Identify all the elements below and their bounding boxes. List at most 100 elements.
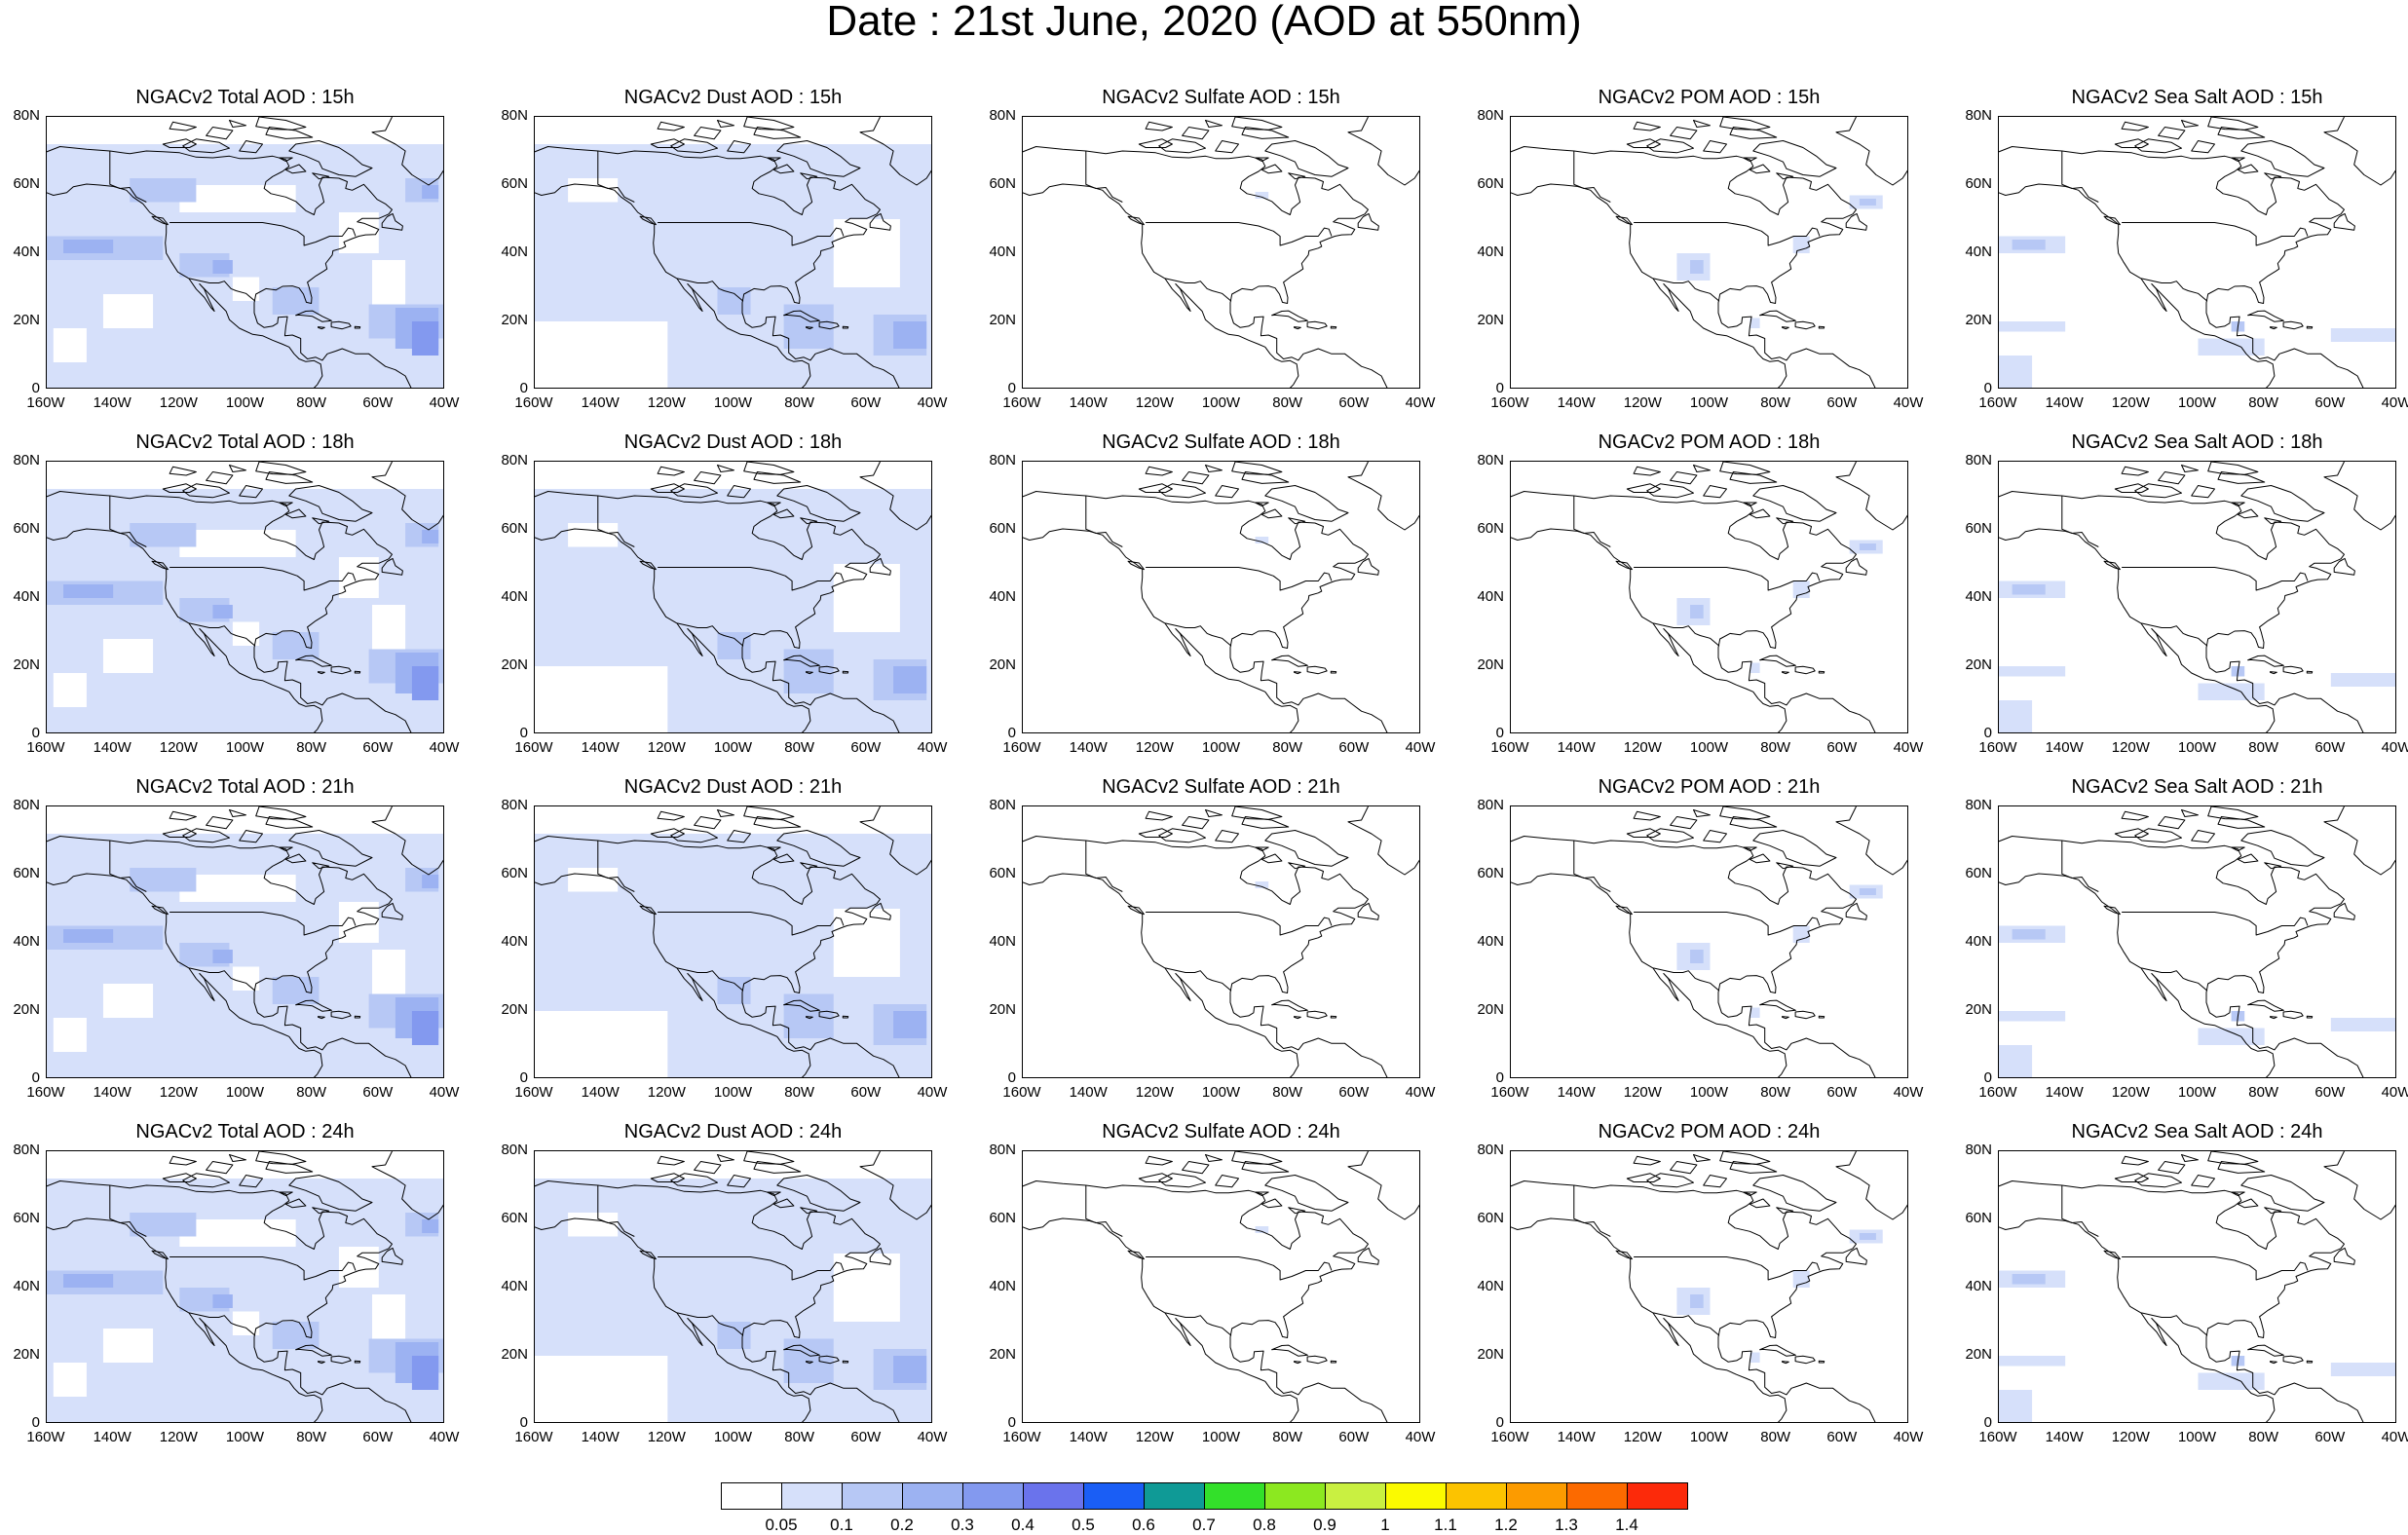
map-plot-area bbox=[1998, 805, 2396, 1078]
aod-fill bbox=[2012, 240, 2046, 250]
x-tick-label: 80W bbox=[1760, 394, 1791, 411]
island-outline bbox=[2270, 1016, 2277, 1020]
arctic-island-outline bbox=[2231, 1191, 2245, 1196]
us-canada-border bbox=[658, 222, 845, 246]
us-canada-border bbox=[2122, 1256, 2309, 1281]
arctic-island-outline bbox=[1255, 1191, 1269, 1196]
y-tick-label: 0 bbox=[1007, 1414, 1016, 1431]
x-tick-label: 120W bbox=[1623, 739, 1662, 756]
map-panel-seasalt: NGACv2 Sea Salt AOD : 18h 80N 60N 40N 20N 0 16… bbox=[1965, 431, 2408, 756]
aod-fill bbox=[535, 321, 652, 388]
island-outline bbox=[1294, 1361, 1301, 1365]
arctic-island-outline bbox=[2134, 483, 2182, 499]
map-plot-area bbox=[534, 461, 932, 733]
arctic-island-outline bbox=[727, 140, 751, 154]
y-tick-label: 0 bbox=[1007, 380, 1016, 396]
island-outline bbox=[1845, 212, 1867, 231]
aod-fill bbox=[2012, 1274, 2046, 1285]
arctic-island-outline bbox=[717, 120, 734, 128]
y-tick-label: 60N bbox=[1965, 520, 1992, 537]
aod-fill bbox=[53, 673, 87, 707]
y-tick-label: 80N bbox=[989, 1142, 1016, 1158]
island-outline bbox=[1330, 325, 1337, 329]
island-outline bbox=[1794, 1010, 1816, 1020]
arctic-island-outline bbox=[288, 485, 373, 522]
coastline bbox=[1511, 491, 1876, 732]
y-tick-label: 0 bbox=[1495, 1414, 1504, 1431]
aod-fill bbox=[568, 1213, 619, 1237]
island-outline bbox=[1330, 670, 1337, 674]
arctic-island-outline bbox=[239, 830, 263, 843]
arctic-island-outline bbox=[1626, 138, 1661, 148]
panel-title: NGACv2 Sea Salt AOD : 18h bbox=[2071, 431, 2323, 453]
aod-fill bbox=[2198, 1028, 2265, 1045]
y-tick-label: 0 bbox=[519, 1069, 528, 1086]
x-tick-label: 140W bbox=[581, 739, 620, 756]
arctic-island-outline bbox=[650, 138, 685, 148]
island-outline bbox=[818, 1010, 840, 1020]
arctic-island-outline bbox=[1749, 164, 1771, 174]
y-tick-label: 0 bbox=[1007, 1069, 1016, 1086]
x-tick-label: 120W bbox=[159, 739, 198, 756]
colorbar-label: 0.2 bbox=[890, 1516, 914, 1534]
arctic-island-outline bbox=[2237, 508, 2259, 519]
arctic-island-outline bbox=[206, 1161, 234, 1175]
aod-fill bbox=[2198, 1372, 2265, 1390]
arctic-island-outline bbox=[284, 853, 307, 864]
coastline bbox=[1023, 146, 1388, 388]
x-tick-label: 160W bbox=[1978, 1429, 2017, 1445]
map-panel-sulfate: NGACv2 Sulfate AOD : 18h 80N 60N 40N 20N 0 160… bbox=[989, 431, 1435, 756]
aod-fill bbox=[568, 178, 619, 203]
map-plot-area bbox=[1998, 1150, 2396, 1423]
arctic-island-outline bbox=[2207, 1151, 2259, 1165]
x-tick-label: 100W bbox=[1201, 394, 1241, 411]
island-outline bbox=[381, 1247, 403, 1265]
x-tick-label: 120W bbox=[1135, 739, 1174, 756]
aod-fill bbox=[1859, 1233, 1876, 1240]
coastline-greenland bbox=[2323, 117, 2395, 186]
map-panel-total: NGACv2 Total AOD : 24h 80N 60N 40N 20N 0 160W 1… bbox=[13, 1121, 459, 1445]
us-canada-border bbox=[1146, 567, 1333, 591]
y-tick-label: 60N bbox=[989, 1210, 1016, 1226]
panel-title: NGACv2 Sulfate AOD : 18h bbox=[1102, 431, 1340, 453]
arctic-island-outline bbox=[1260, 508, 1283, 519]
arctic-island-outline bbox=[1670, 127, 1698, 140]
arctic-island-outline bbox=[1138, 483, 1173, 493]
map-panel-seasalt: NGACv2 Sea Salt AOD : 15h 80N 60N 40N 20N 0 16… bbox=[1965, 87, 2408, 411]
island-outline bbox=[318, 1016, 325, 1020]
x-tick-label: 60W bbox=[2314, 739, 2346, 756]
arctic-island-outline bbox=[1743, 1191, 1757, 1196]
aod-fill bbox=[717, 287, 751, 315]
x-tick-label: 120W bbox=[647, 739, 686, 756]
y-tick-label: 40N bbox=[1477, 243, 1504, 260]
island-outline bbox=[1306, 1010, 1328, 1020]
aod-fill bbox=[535, 806, 602, 834]
y-tick-label: 80N bbox=[13, 797, 40, 813]
map-svg bbox=[1023, 117, 1419, 388]
alaska-border bbox=[597, 1185, 635, 1237]
arctic-island-outline bbox=[1260, 853, 1283, 864]
arctic-island-outline bbox=[2121, 466, 2149, 476]
x-tick-label: 160W bbox=[1978, 1084, 2017, 1101]
us-mexico-border bbox=[189, 967, 256, 992]
aod-fill bbox=[783, 1338, 834, 1383]
arctic-island-outline bbox=[1288, 172, 1306, 180]
colorbar-swatch bbox=[721, 1482, 782, 1510]
arctic-island-outline bbox=[767, 157, 781, 162]
colorbar-label: 0.4 bbox=[1011, 1516, 1035, 1534]
coastline bbox=[1023, 491, 1388, 732]
arctic-island-outline bbox=[1145, 1155, 1173, 1166]
aod-fill bbox=[179, 185, 296, 212]
y-tick-label: 60N bbox=[501, 1210, 528, 1226]
colorbar-swatch bbox=[1083, 1482, 1145, 1510]
y-tick-label: 80N bbox=[501, 1142, 528, 1158]
aod-fill bbox=[2330, 328, 2395, 342]
arctic-island-outline bbox=[279, 1191, 293, 1196]
x-tick-label: 60W bbox=[362, 739, 394, 756]
x-tick-label: 120W bbox=[2111, 394, 2150, 411]
us-mexico-border bbox=[677, 278, 744, 302]
x-tick-label: 60W bbox=[850, 739, 882, 756]
y-tick-label: 0 bbox=[1495, 380, 1504, 396]
arctic-island-outline bbox=[670, 828, 718, 843]
y-tick-label: 0 bbox=[519, 380, 528, 396]
